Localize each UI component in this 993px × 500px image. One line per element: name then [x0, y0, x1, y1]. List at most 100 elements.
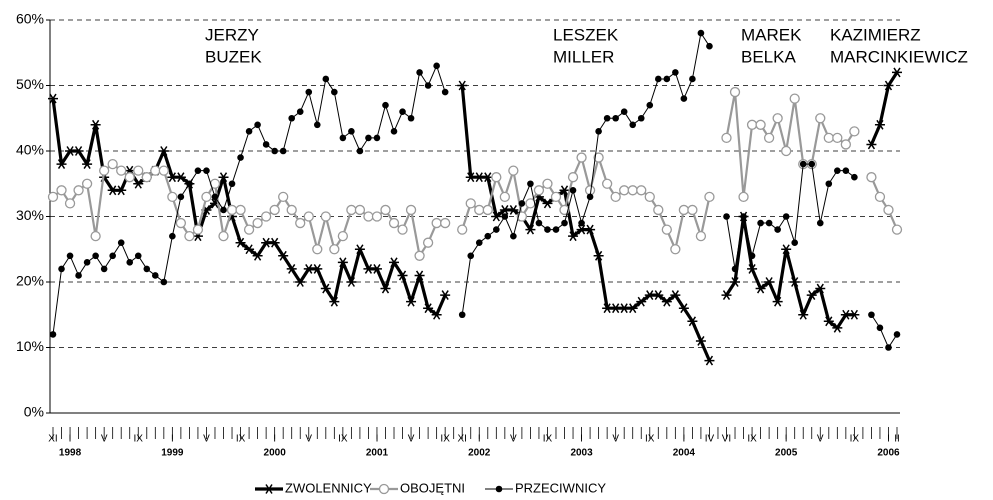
data-point	[90, 119, 101, 130]
data-point	[491, 172, 502, 183]
data-point	[603, 114, 611, 122]
data-point	[567, 172, 579, 183]
data-point	[840, 309, 851, 320]
data-point	[475, 239, 483, 246]
data-point	[269, 237, 280, 248]
data-point	[346, 204, 357, 216]
data-point	[849, 309, 860, 320]
data-point	[58, 265, 65, 273]
data-point	[363, 211, 374, 222]
data-point	[388, 217, 400, 229]
data-point	[798, 309, 809, 320]
data-point	[465, 198, 476, 209]
data-point	[117, 239, 125, 246]
data-point	[348, 128, 355, 135]
x-tick-label: IX	[338, 434, 348, 445]
x-tick-label: I	[273, 434, 276, 445]
data-point	[755, 283, 766, 294]
data-point	[83, 259, 91, 266]
data-point	[160, 278, 168, 286]
data-point	[235, 204, 246, 216]
data-point	[501, 213, 509, 220]
data-point	[670, 290, 681, 301]
data-point	[167, 172, 178, 183]
data-point	[627, 303, 638, 314]
data-point	[414, 270, 425, 281]
data-point	[670, 244, 681, 255]
x-tick-label: I	[478, 434, 481, 445]
x-year-label: 2003	[570, 448, 593, 459]
x-year-label: 2004	[673, 448, 696, 459]
data-point	[834, 167, 841, 174]
data-point	[516, 211, 528, 222]
data-point	[295, 217, 306, 229]
data-point	[296, 108, 304, 115]
data-point	[849, 126, 860, 137]
data-point	[816, 219, 824, 227]
x-tick-label: I	[887, 434, 890, 445]
y-tick-label: 30%	[16, 207, 44, 223]
data-point	[440, 290, 451, 301]
data-point	[885, 344, 892, 351]
data-point	[593, 152, 604, 163]
data-point	[339, 134, 347, 142]
data-point	[192, 224, 204, 235]
data-point	[440, 217, 451, 229]
data-point	[303, 211, 314, 222]
data-point	[695, 336, 706, 346]
data-point	[586, 193, 594, 201]
y-tick-label: 20%	[16, 273, 44, 289]
x-year-label: 2002	[468, 448, 491, 459]
x-year-label: 2001	[366, 448, 389, 459]
legend-label: ZWOLENNICY	[285, 480, 372, 495]
data-point	[433, 62, 440, 70]
data-point	[194, 167, 202, 174]
data-point	[422, 237, 434, 248]
data-point	[746, 119, 758, 130]
data-point	[305, 88, 313, 96]
y-tick-label: 40%	[16, 142, 44, 158]
data-point	[124, 172, 135, 183]
data-point	[891, 224, 903, 235]
data-point	[474, 204, 485, 216]
data-point	[763, 132, 775, 144]
x-tick-label: I	[580, 434, 583, 445]
data-point	[533, 185, 545, 196]
data-point	[825, 180, 833, 188]
data-point	[637, 114, 645, 122]
x-tick-label: XI	[48, 434, 57, 445]
data-point	[465, 172, 476, 183]
annotation: KAZIMIERZ	[830, 25, 921, 44]
x-tick-label: I	[376, 434, 379, 445]
data-point	[499, 191, 510, 203]
data-point	[279, 147, 287, 155]
data-point	[320, 211, 331, 222]
data-point	[65, 146, 76, 156]
data-point	[687, 204, 698, 216]
data-point	[371, 211, 383, 222]
data-point	[601, 178, 613, 189]
data-point	[397, 270, 408, 281]
x-tick-label: IX	[134, 434, 144, 445]
x-tick-label: V	[101, 434, 108, 445]
data-point	[320, 283, 331, 294]
data-point	[397, 224, 408, 235]
data-point	[883, 204, 894, 216]
data-point	[704, 191, 715, 203]
data-point	[371, 263, 382, 274]
data-point	[424, 82, 432, 89]
data-point	[184, 230, 195, 242]
x-tick-label: IX	[440, 434, 450, 445]
data-point	[431, 217, 442, 229]
data-point	[92, 252, 99, 260]
data-point	[748, 252, 756, 260]
data-point	[286, 204, 297, 216]
data-point	[842, 167, 850, 174]
data-point	[774, 226, 781, 233]
data-point	[765, 219, 773, 227]
data-point	[457, 224, 468, 235]
data-point	[661, 224, 672, 235]
data-point	[382, 101, 389, 109]
data-point	[286, 263, 297, 274]
data-point	[116, 185, 127, 196]
